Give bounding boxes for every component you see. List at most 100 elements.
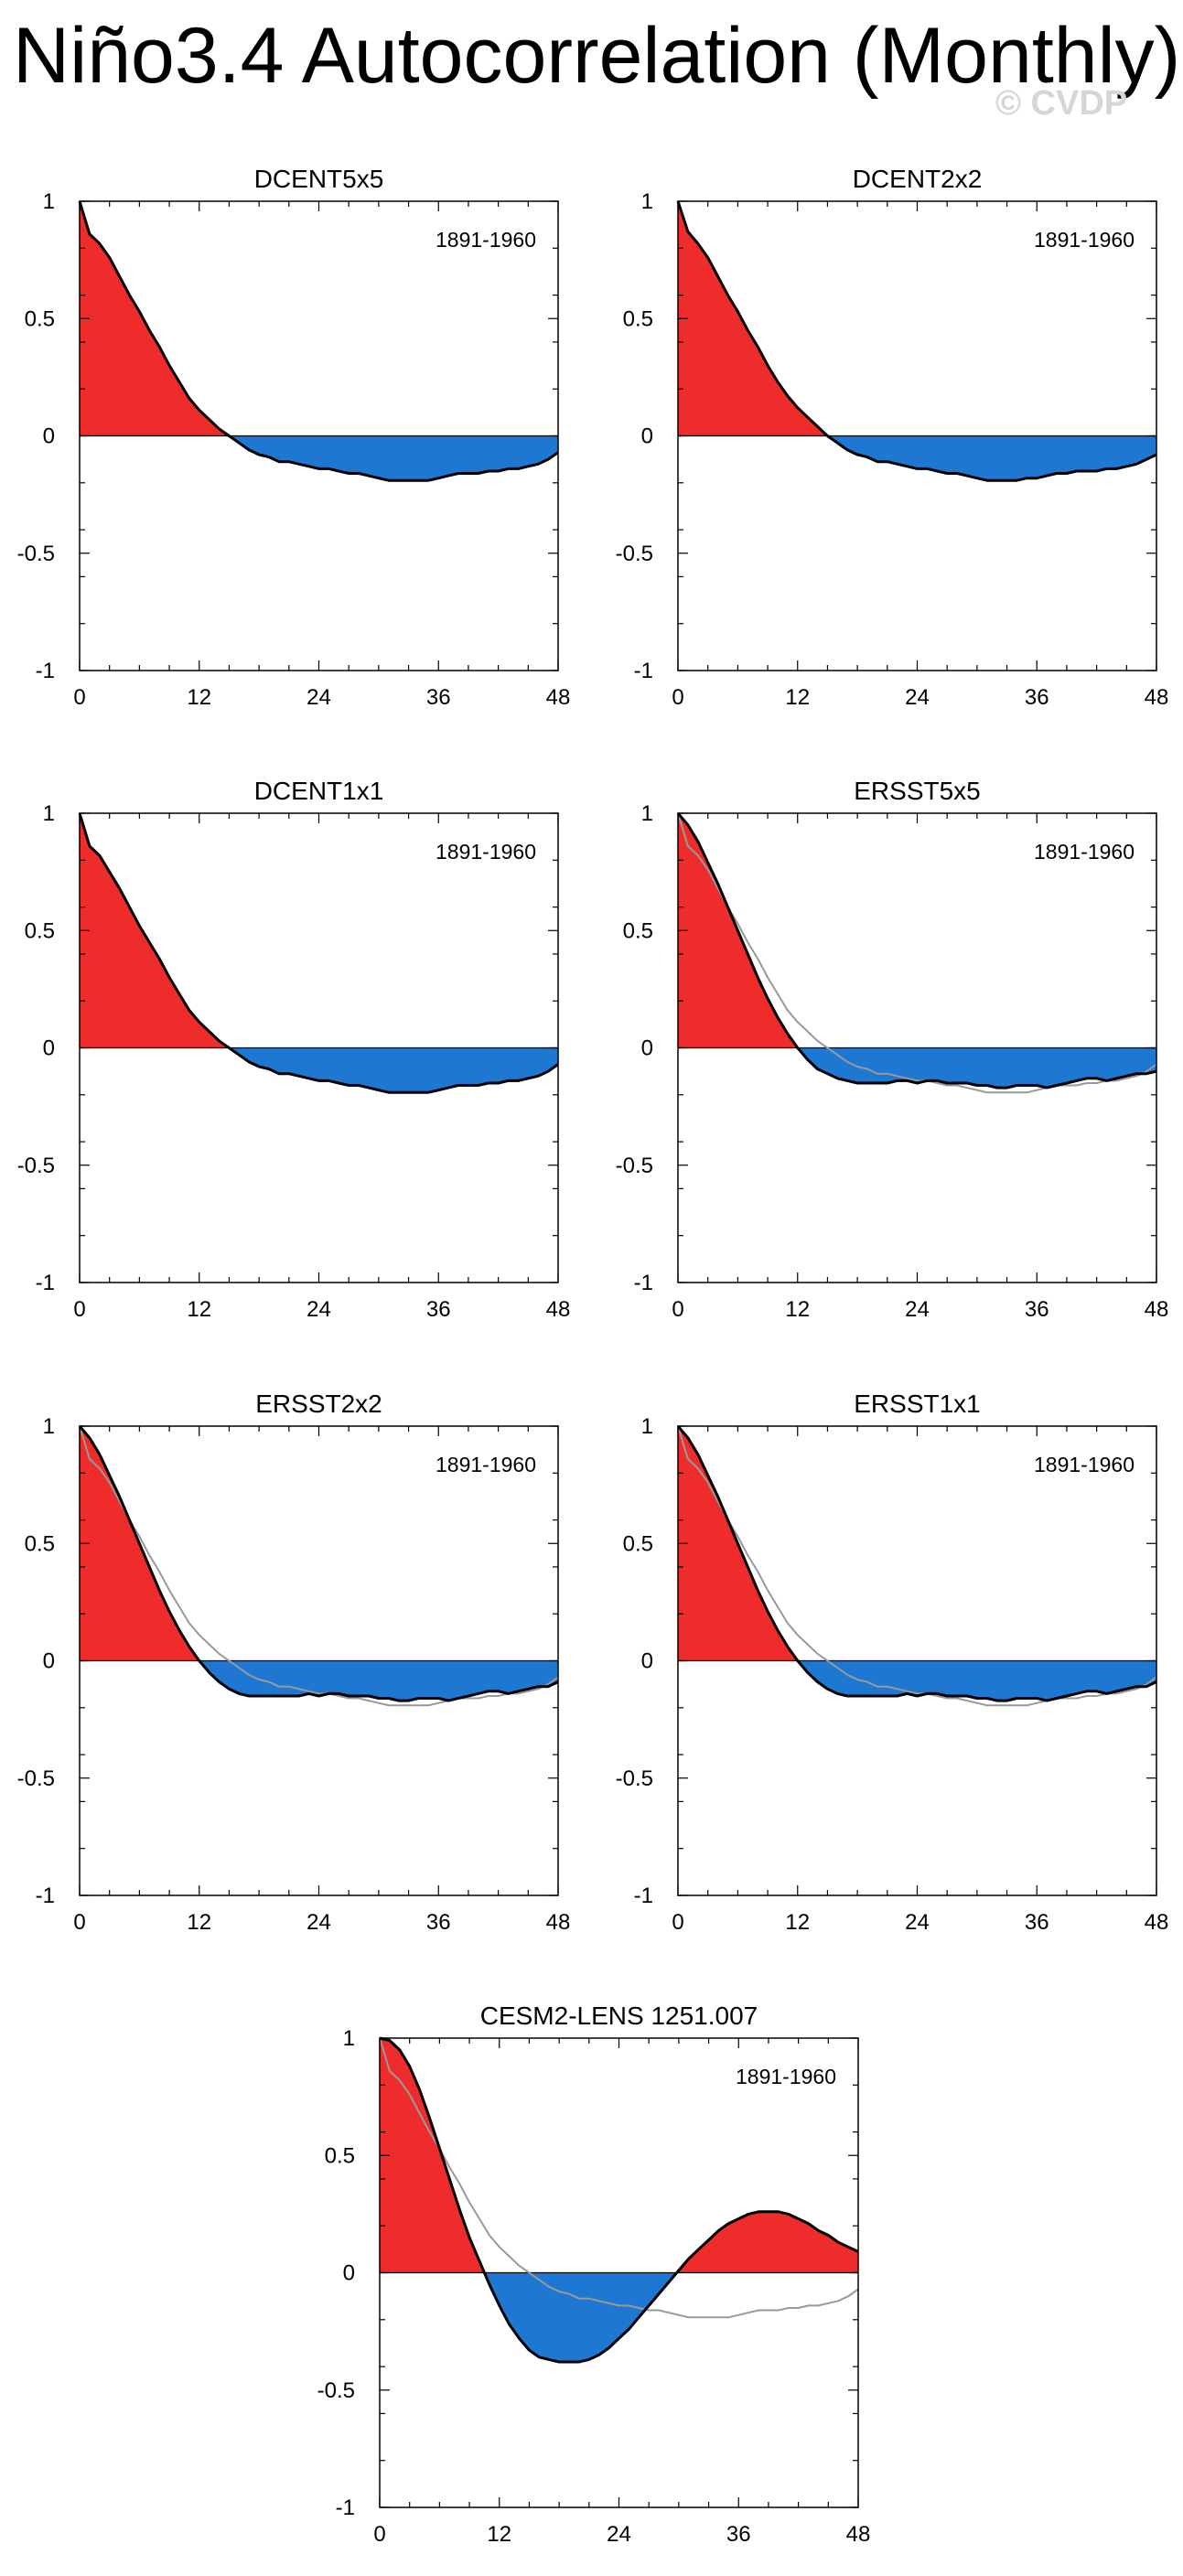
y-tick-label: -0.5	[616, 1154, 653, 1178]
series-line	[78, 200, 559, 482]
positive-area	[678, 201, 1156, 436]
y-tick-label: 0.5	[25, 1531, 55, 1556]
series-line	[676, 1425, 1157, 1702]
y-tick-label: 0	[641, 1649, 653, 1674]
positive-area	[80, 201, 558, 436]
y-tick-label: 1	[43, 1414, 55, 1439]
x-tick-label: 48	[546, 1297, 571, 1322]
y-tick-label: -1	[634, 659, 653, 683]
series-line	[676, 812, 1157, 1089]
chart-title: CESM2-LENS 1251.007	[480, 2002, 758, 2030]
chart-panel: 0 12 24 36 48 -1 -0.5 0 0.5 1 DCENT1x1 1891-1960	[17, 777, 571, 1322]
positive-area	[380, 2038, 858, 2273]
x-tick-label: 12	[785, 1297, 810, 1322]
y-tick-label: 0.5	[623, 918, 653, 943]
x-tick-label: 48	[1145, 1910, 1169, 1935]
series-line	[379, 2036, 859, 2364]
x-tick-label: 0	[672, 1297, 683, 1322]
negative-area	[380, 2272, 858, 2362]
chart-title: ERSST1x1	[854, 1390, 981, 1418]
x-tick-label: 0	[73, 1297, 85, 1322]
x-tick-label: 36	[426, 1297, 451, 1322]
y-tick-label: 0	[641, 424, 653, 449]
period-label: 1891-1960	[1034, 228, 1135, 252]
x-tick-label: 12	[187, 685, 211, 710]
x-tick-label: 0	[373, 2522, 385, 2547]
chart-panel: 0 12 24 36 48 -1 -0.5 0 0.5 1 DCENT2x2 1891-1960	[616, 165, 1169, 710]
series-line	[676, 200, 1157, 482]
x-tick-label: 0	[672, 685, 683, 710]
negative-area	[678, 1047, 1156, 1089]
positive-area	[80, 813, 558, 1048]
y-tick-label: -0.5	[17, 1766, 55, 1791]
y-tick-label: 0	[43, 1649, 55, 1674]
y-tick-label: 1	[343, 2026, 355, 2051]
positive-area	[678, 813, 1156, 1048]
negative-area	[678, 435, 1156, 481]
x-tick-label: 48	[546, 685, 571, 710]
y-tick-label: 0.5	[25, 918, 55, 943]
period-label: 1891-1960	[436, 1453, 536, 1476]
x-tick-label: 12	[785, 1910, 810, 1935]
chart-panel: 0 12 24 36 48 -1 -0.5 0 0.5 1 ERSST2x2 1891-1960	[17, 1390, 571, 1935]
page-title: Niño3.4 Autocorrelation (Monthly)	[13, 12, 1181, 100]
y-tick-label: 0	[641, 1036, 653, 1061]
x-tick-label: 48	[846, 2522, 871, 2547]
period-label: 1891-1960	[436, 840, 536, 864]
x-tick-label: 48	[1145, 1297, 1169, 1322]
chart-title: DCENT1x1	[254, 777, 384, 805]
x-tick-label: 24	[307, 1910, 331, 1935]
chart-title: ERSST5x5	[854, 777, 981, 805]
y-tick-label: 1	[43, 189, 55, 214]
period-label: 1891-1960	[1034, 840, 1135, 864]
copyright-watermark: © CVDP	[995, 84, 1128, 123]
y-tick-label: 0	[43, 1036, 55, 1061]
x-tick-label: 36	[1025, 1910, 1049, 1935]
positive-area	[678, 1426, 1156, 1661]
y-tick-label: 0	[343, 2261, 355, 2286]
chart-panel: 0 12 24 36 48 -1 -0.5 0 0.5 1 ERSST5x5 1891-1960	[616, 777, 1169, 1322]
positive-area	[80, 1426, 558, 1661]
x-tick-label: 12	[187, 1297, 211, 1322]
negative-area	[80, 1660, 558, 1701]
chart-title: DCENT5x5	[254, 165, 384, 193]
chart-panel: 0 12 24 36 48 -1 -0.5 0 0.5 1 ERSST1x1 1891-1960	[616, 1390, 1169, 1935]
y-tick-label: -1	[336, 2496, 355, 2520]
y-tick-label: 1	[641, 801, 653, 826]
reference-line	[677, 812, 1157, 1094]
x-tick-label: 24	[905, 685, 930, 710]
y-tick-label: 0.5	[25, 306, 55, 331]
reference-line	[379, 2037, 859, 2319]
period-label: 1891-1960	[436, 228, 536, 252]
y-tick-label: 0.5	[623, 306, 653, 331]
x-tick-label: 36	[1025, 685, 1049, 710]
negative-area	[678, 1660, 1156, 1701]
x-tick-label: 24	[905, 1910, 930, 1935]
y-tick-label: 0.5	[623, 1531, 653, 1556]
x-tick-label: 24	[905, 1297, 930, 1322]
negative-area	[80, 1047, 558, 1093]
x-tick-label: 36	[1025, 1297, 1049, 1322]
y-tick-label: -1	[634, 1884, 653, 1908]
x-tick-label: 36	[426, 685, 451, 710]
series-line	[78, 812, 559, 1094]
y-tick-label: 0.5	[325, 2143, 355, 2168]
y-tick-label: -1	[36, 1271, 55, 1295]
period-label: 1891-1960	[736, 2065, 836, 2088]
y-tick-label: -0.5	[17, 542, 55, 566]
x-tick-label: 0	[672, 1910, 683, 1935]
period-label: 1891-1960	[1034, 1453, 1135, 1476]
y-tick-label: -1	[634, 1271, 653, 1295]
negative-area	[80, 435, 558, 481]
y-tick-label: -1	[36, 659, 55, 683]
y-tick-label: -0.5	[17, 1154, 55, 1178]
x-tick-label: 24	[607, 2522, 631, 2547]
x-tick-label: 0	[73, 1910, 85, 1935]
y-tick-label: -0.5	[616, 542, 653, 566]
chart-title: ERSST2x2	[255, 1390, 382, 1418]
x-tick-label: 48	[546, 1910, 571, 1935]
y-tick-label: 0	[43, 424, 55, 449]
y-tick-label: 1	[43, 801, 55, 826]
x-tick-label: 36	[726, 2522, 751, 2547]
